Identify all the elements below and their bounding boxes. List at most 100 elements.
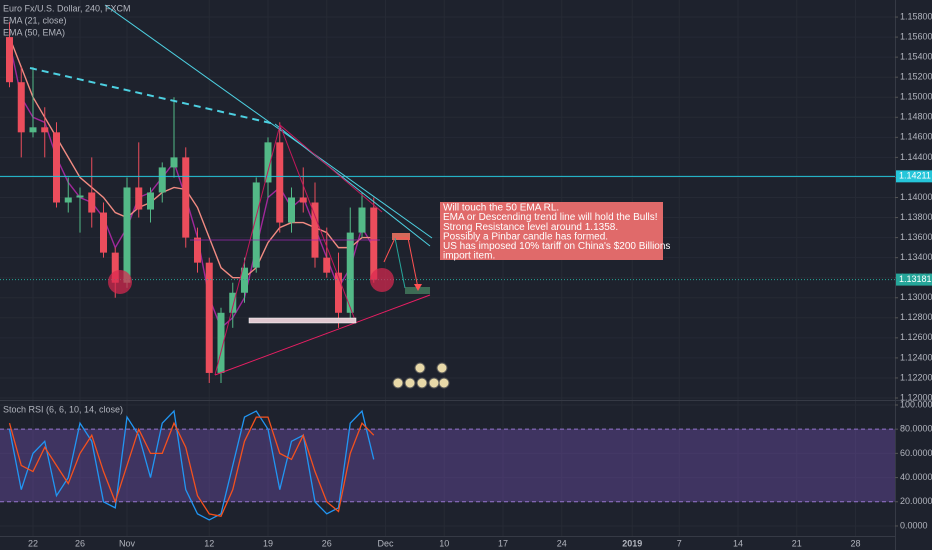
- candle-body: [311, 202, 319, 258]
- x-tick-label: 7: [677, 538, 682, 548]
- event-icon: [414, 362, 426, 374]
- x-tick-label: 17: [498, 538, 508, 548]
- trend-line: [29, 67, 276, 125]
- event-icon: [392, 377, 404, 389]
- candle-body: [6, 37, 13, 83]
- event-icon: [438, 377, 450, 389]
- y-tick-label: 1.12000: [900, 392, 932, 402]
- highlight-circle: [108, 270, 132, 294]
- range-box: [248, 317, 357, 324]
- x-tick-label: 24: [557, 538, 567, 548]
- event-icon: [428, 377, 440, 389]
- y-tick-label: 1.15400: [900, 52, 932, 62]
- y-tick-label: 60.0000: [900, 448, 932, 458]
- y-tick-label: 20.0000: [900, 496, 932, 506]
- candle-body: [111, 252, 119, 283]
- x-tick-label: 28: [850, 538, 860, 548]
- stoch-line: [8, 409, 375, 521]
- candle-body: [335, 272, 342, 313]
- annotation-line: Possibly a Pinbar candle has formed.: [443, 231, 608, 242]
- candle-body: [100, 212, 107, 253]
- event-icon: [416, 377, 428, 389]
- event-icons: [392, 362, 450, 389]
- price-label: 1.14211: [899, 171, 931, 181]
- y-tick-label: 1.14800: [900, 112, 932, 122]
- y-tick-label: 1.12800: [900, 312, 932, 322]
- candle-body: [64, 197, 72, 203]
- candle-body: [53, 132, 60, 203]
- stoch-line: [8, 416, 375, 518]
- chart-title: Euro Fx/U.S. Dollar, 240, FXCM: [3, 3, 131, 13]
- candle-body: [346, 232, 354, 313]
- x-tick-label: 21: [792, 538, 802, 548]
- trend-line: [274, 123, 431, 247]
- stoch-band: [0, 428, 895, 503]
- y-tick-label: 1.12200: [900, 372, 932, 382]
- band-fill: [0, 429, 895, 502]
- price-label-box: [896, 273, 932, 286]
- candle-body: [158, 167, 166, 193]
- x-tick-label: 14: [733, 538, 743, 548]
- x-tick-label: 26: [322, 538, 332, 548]
- trend-line: [279, 124, 383, 213]
- candle-body: [17, 82, 25, 133]
- y-tick-label: 1.15800: [900, 11, 932, 21]
- y-tick-label: 1.13400: [900, 252, 932, 262]
- x-tick-label: 10: [439, 538, 449, 548]
- trend-line: [214, 294, 431, 376]
- y-tick-label: 1.14000: [900, 192, 932, 202]
- highlight-circle: [370, 268, 394, 292]
- candle-body: [229, 292, 237, 313]
- y-tick-label: 1.15600: [900, 31, 932, 41]
- projection-line: [394, 237, 406, 289]
- annotation-line: import item.: [443, 251, 495, 262]
- price-label-box: [896, 170, 932, 183]
- y-tick-label: 1.14400: [900, 152, 932, 162]
- projection-arrow: [383, 237, 419, 289]
- candle-body: [217, 312, 225, 373]
- y-tick-label: 1.13800: [900, 212, 932, 222]
- candle-body: [76, 195, 84, 198]
- annotation-line: US has imposed 10% tariff on China's $20…: [443, 241, 670, 252]
- x-tick-label: 2019: [622, 538, 642, 548]
- annotation-box: [440, 202, 663, 260]
- y-tick-label: 1.15200: [900, 72, 932, 82]
- y-tick-label: 80.0000: [900, 424, 932, 434]
- target-box: [405, 287, 430, 294]
- drawings: [29, 4, 450, 389]
- x-tick-label: Nov: [119, 538, 136, 548]
- candle-body: [299, 197, 307, 203]
- marks: [0, 22, 895, 521]
- candle-body: [241, 267, 248, 293]
- event-icon: [404, 377, 416, 389]
- x-tick-label: 12: [204, 538, 214, 548]
- annotation: Will touch the 50 EMA RL.EMA or Descendi…: [443, 203, 670, 262]
- arrow-head: [414, 284, 422, 291]
- candle-body: [88, 192, 96, 213]
- candle-body: [123, 187, 131, 283]
- legend-entry: EMA (50, EMA): [3, 27, 65, 37]
- y-tick-label: 40.0000: [900, 472, 932, 482]
- y-tick-label: 100.0000: [900, 399, 932, 409]
- annotation-line: EMA or Descending trend line will hold t…: [443, 212, 658, 223]
- candle-body: [252, 182, 260, 268]
- candle-body: [135, 187, 143, 210]
- candle-body: [41, 127, 49, 133]
- candle-body: [323, 257, 331, 273]
- annotation-line: Will touch the 50 EMA RL.: [443, 203, 559, 214]
- candle-body: [288, 197, 295, 223]
- candle-body: [147, 192, 154, 210]
- candle-body: [358, 207, 366, 233]
- y-tick-label: 1.13600: [900, 232, 932, 242]
- annotation-line: Strong Resistance level around 1.1358.: [443, 222, 618, 233]
- target-box: [392, 233, 410, 240]
- y-tick-label: 1.14600: [900, 132, 932, 142]
- indicator-title: Stoch RSI (6, 6, 10, 14, close): [3, 404, 123, 414]
- x-tick-label: 19: [263, 538, 273, 548]
- y-tick-label: 1.12600: [900, 332, 932, 342]
- candle-body: [370, 207, 378, 280]
- candle-body: [182, 157, 190, 238]
- x-tick-label: 22: [28, 538, 38, 548]
- event-icon: [436, 362, 448, 374]
